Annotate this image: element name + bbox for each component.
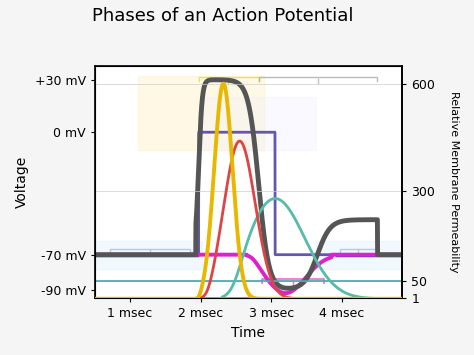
Y-axis label: Voltage: Voltage (15, 156, 29, 208)
Bar (95, 241, 202, 269)
X-axis label: Time: Time (231, 326, 265, 340)
Bar (316, 241, 402, 269)
Bar (202, 97, 316, 150)
Text: Phases of an Action Potential: Phases of an Action Potential (92, 7, 354, 25)
Y-axis label: Relative Membrane Permeability: Relative Membrane Permeability (449, 91, 459, 273)
Bar (138, 76, 264, 150)
